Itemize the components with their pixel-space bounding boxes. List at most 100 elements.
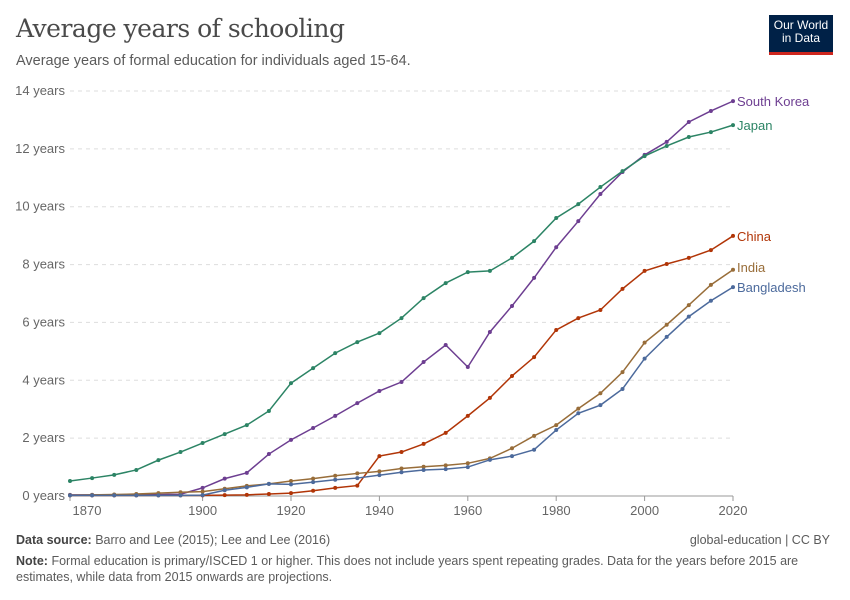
note-label: Note: — [16, 554, 48, 568]
data-point — [708, 298, 713, 303]
data-point — [620, 386, 625, 391]
data-point — [200, 485, 205, 490]
data-point — [642, 154, 647, 159]
owid-logo[interactable]: Our World in Data — [769, 15, 833, 55]
data-point — [266, 491, 271, 496]
data-point — [178, 490, 183, 495]
note-text: Formal education is primary/ISCED 1 or h… — [16, 554, 799, 584]
data-point — [421, 467, 426, 472]
data-point — [642, 268, 647, 273]
x-tick-label: 1870 — [73, 503, 102, 518]
data-point — [487, 329, 492, 334]
data-point — [510, 446, 514, 451]
chart-subtitle: Average years of formal education for in… — [16, 53, 411, 69]
y-tick-label: 4 years — [22, 372, 65, 387]
x-tick-label: 2020 — [719, 503, 748, 518]
data-point — [510, 255, 514, 260]
data-point — [708, 130, 713, 135]
data-point — [443, 463, 448, 468]
data-point — [68, 478, 72, 483]
data-point — [399, 470, 404, 475]
data-point — [311, 426, 316, 431]
data-point — [289, 478, 293, 483]
data-point — [377, 473, 382, 478]
data-point — [443, 342, 448, 347]
data-point — [134, 493, 139, 498]
series-label: Japan — [737, 118, 772, 133]
data-point — [731, 267, 735, 272]
data-point — [377, 454, 382, 459]
data-point — [554, 423, 559, 428]
data-point — [421, 441, 426, 446]
data-point — [333, 477, 338, 482]
data-point — [576, 219, 581, 224]
data-point — [134, 467, 139, 472]
data-point — [289, 381, 293, 386]
x-tick-label: 1940 — [365, 503, 394, 518]
data-point — [90, 493, 95, 498]
data-point — [112, 493, 117, 498]
data-point — [244, 470, 249, 475]
data-point — [576, 316, 581, 321]
data-point — [664, 322, 669, 327]
series-label: China — [737, 229, 772, 244]
data-point — [355, 476, 360, 481]
data-point — [90, 476, 95, 481]
data-point — [311, 366, 316, 371]
data-point — [200, 493, 205, 498]
data-point — [399, 316, 404, 321]
data-point — [664, 334, 669, 339]
data-point — [598, 307, 603, 312]
data-point — [443, 467, 448, 472]
data-point — [68, 493, 72, 498]
data-point — [487, 268, 492, 273]
data-point — [377, 331, 382, 336]
data-point — [686, 314, 691, 319]
x-tick-label: 2000 — [630, 503, 659, 518]
data-point — [443, 430, 448, 435]
data-point — [311, 480, 316, 485]
data-point — [266, 408, 271, 413]
data-point — [686, 119, 691, 124]
y-tick-label: 2 years — [22, 430, 65, 445]
series-label: India — [737, 260, 766, 275]
data-point — [620, 370, 625, 375]
data-point — [355, 401, 360, 406]
data-point — [244, 492, 249, 497]
data-point — [289, 437, 293, 442]
data-point — [311, 488, 316, 493]
data-point — [731, 233, 735, 238]
x-tick-label: 1960 — [453, 503, 482, 518]
series-label: Bangladesh — [737, 280, 806, 295]
x-tick-label: 1980 — [542, 503, 571, 518]
data-point — [686, 134, 691, 139]
series-line-south-korea — [70, 100, 734, 496]
data-point — [664, 143, 669, 148]
data-point — [289, 482, 293, 487]
data-point — [664, 139, 669, 144]
data-point — [222, 488, 227, 493]
data-point — [686, 255, 691, 260]
data-point — [554, 245, 559, 250]
source-label: Data source: — [16, 533, 92, 547]
data-point — [731, 99, 735, 104]
source-text[interactable]: Barro and Lee (2015); Lee and Lee (2016) — [95, 533, 331, 547]
license[interactable]: global-education | CC BY — [689, 533, 830, 547]
data-point — [532, 433, 537, 438]
data-point — [686, 303, 691, 308]
data-point — [178, 493, 183, 498]
data-point — [421, 296, 426, 301]
data-point — [200, 441, 205, 446]
data-point — [708, 282, 713, 287]
data-point — [731, 285, 735, 290]
data-point — [244, 485, 249, 490]
data-point — [399, 466, 404, 471]
data-point — [421, 360, 426, 365]
data-point — [708, 248, 713, 253]
data-point — [598, 185, 603, 190]
data-point — [333, 351, 338, 356]
y-tick-label: 14 years — [15, 83, 65, 98]
data-point — [576, 202, 581, 207]
y-tick-label: 6 years — [22, 314, 65, 329]
data-point — [532, 355, 537, 360]
